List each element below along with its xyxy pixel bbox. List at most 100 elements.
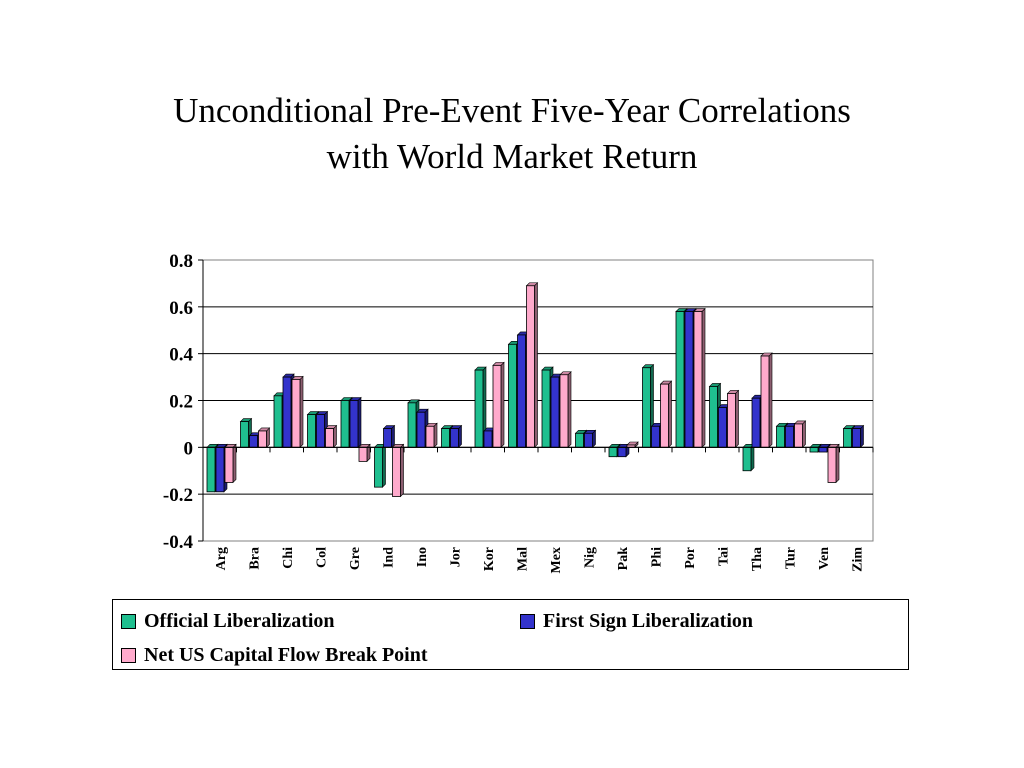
bar [307,414,316,448]
bar [358,446,368,462]
y-tick-label: 0.4 [169,345,193,366]
legend: Official Liberalization First Sign Liber… [112,599,909,670]
bar [794,423,803,448]
bar-side [299,375,304,449]
bar [316,414,325,448]
x-category-label: Mal [515,547,530,571]
chart-title: Unconditional Pre-Event Five-Year Correl… [0,88,1024,180]
bar [441,428,450,448]
x-category-label: Nig [582,547,597,568]
x-category-label: Zim [850,547,865,572]
bar [709,386,718,448]
bar [340,400,350,448]
bar [416,411,426,448]
bar-side [750,443,755,472]
y-tick-label: 0.6 [169,298,193,319]
bar [407,402,417,448]
bar [508,343,517,448]
x-category-label: Tur [783,547,798,569]
bar-side [458,424,462,449]
bar [392,446,401,497]
x-category-label: Arg [214,547,229,570]
bar [718,407,727,448]
legend-item-net-us: Net US Capital Flow Break Point [121,644,428,667]
x-category-label: Tha [750,547,765,571]
bar [291,379,301,448]
x-category-label: Pak [616,547,631,571]
bar [684,311,694,448]
bar-side [400,443,404,498]
bar-side [500,361,505,449]
bar [776,425,785,448]
bar [827,446,837,483]
x-category-label: Col [314,547,329,568]
bar [651,425,660,448]
bar-side [701,307,706,449]
bar [675,311,685,448]
bar-side [860,424,864,449]
bar [760,355,770,448]
bar [751,397,761,448]
y-tick-label: 0.2 [169,392,193,413]
bar-side [668,380,672,449]
legend-swatch-net-us [121,648,136,663]
bar [843,428,852,448]
bar-side [391,424,395,449]
bar [742,446,752,472]
y-tick-label: 0.8 [169,251,193,272]
x-category-label: Por [683,547,698,569]
legend-swatch-first-sign [520,614,535,629]
legend-label-first-sign: First Sign Liberalization [543,610,753,632]
bar [541,369,551,448]
bar [450,428,459,448]
bar [206,446,216,493]
x-category-label: Phi [649,547,664,567]
bar [425,425,435,448]
bar [215,446,225,493]
bar-side [802,420,806,449]
x-category-label: Mex [549,547,564,573]
bar [608,446,618,458]
bar [258,430,267,448]
x-category-label: Bra [247,547,262,570]
legend-label-net-us: Net US Capital Flow Break Point [144,644,428,666]
bar [693,311,703,448]
bar [575,432,584,448]
bar [642,367,651,448]
bar-side [567,371,572,449]
y-tick-label: 0 [184,438,194,459]
bar [349,400,359,448]
x-category-label: Ino [415,547,430,567]
bar [273,395,283,448]
bar [282,376,292,448]
x-category-label: Jor [448,547,463,567]
bar [727,393,736,448]
bar-side [768,352,773,449]
legend-label-official: Official Liberalization [144,610,335,632]
bar [660,383,669,448]
x-category-label: Ven [817,547,832,570]
bar [852,428,861,448]
bar-side [433,422,438,449]
bar-side [835,443,840,484]
x-category-label: Gre [348,547,363,570]
bar-side [357,396,362,449]
bar [809,446,819,453]
y-tick-label: -0.4 [163,532,194,553]
bar [224,446,234,483]
bar [374,446,383,488]
bar [383,428,392,448]
bar-side [735,389,739,449]
bar-side [382,443,386,488]
x-category-label: Ind [381,547,396,568]
bar [584,432,593,448]
bar-side [333,424,337,449]
chart-title-line-2: with World Market Return [326,137,698,176]
bar [785,425,794,448]
bar [550,376,560,448]
legend-item-official: Official Liberalization [121,610,335,633]
bar [325,428,334,448]
x-category-label: Chi [281,547,296,569]
bar [559,374,569,448]
bar [240,421,249,448]
